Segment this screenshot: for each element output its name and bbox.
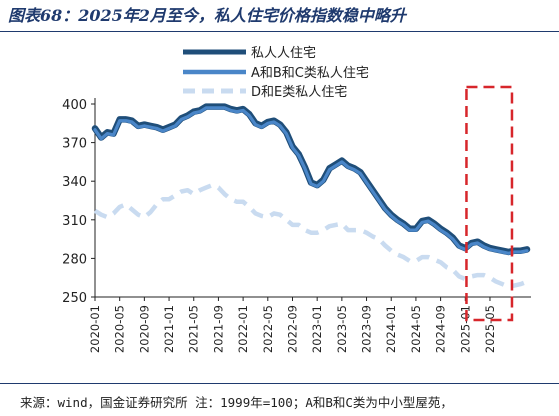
source-note: 来源：wind，国金证券研究所 注：1999年=100；A和B和C类为中小型屋苑… bbox=[20, 395, 453, 410]
series-line-abc bbox=[93, 106, 529, 255]
highlight-layer bbox=[465, 85, 514, 322]
line-chart: 250 280 310 340 370 400 2020-01 2020-05 2020-09… bbox=[62, 46, 531, 353]
x-tick-label: 2025-05 bbox=[483, 305, 497, 353]
y-tick-label: 280 bbox=[62, 252, 87, 267]
x-tick-label: 2025-01 bbox=[458, 305, 472, 353]
figure-title: 图表68：2025年2月至今，私人住宅价格指数稳中略升 bbox=[8, 6, 406, 25]
legend-label: D和E类私人住宅 bbox=[251, 85, 347, 100]
x-tick-label: 2022-09 bbox=[285, 305, 299, 353]
x-tick-label: 2021-09 bbox=[211, 305, 225, 353]
x-tick-label: 2023-01 bbox=[310, 305, 324, 353]
x-tick-label: 2024-09 bbox=[434, 305, 448, 353]
title-rule bbox=[0, 31, 559, 32]
y-tick-label: 340 bbox=[62, 175, 87, 190]
x-tick-label: 2020-05 bbox=[113, 305, 127, 353]
y-tick-label: 250 bbox=[62, 291, 87, 306]
legend: 私人人住宅 A和B和C类私人住宅 D和E类私人住宅 bbox=[183, 46, 369, 100]
x-tick-label: 2020-01 bbox=[88, 305, 102, 353]
series-line-de bbox=[93, 182, 528, 289]
x-tick-label: 2021-05 bbox=[187, 305, 201, 353]
x-tick-label: 2022-01 bbox=[236, 305, 250, 353]
x-tick-label: 2023-05 bbox=[335, 305, 349, 353]
x-tick-label: 2020-09 bbox=[137, 305, 151, 353]
x-tick-label: 2024-01 bbox=[384, 305, 398, 353]
x-tick-label: 2023-09 bbox=[360, 305, 374, 353]
y-tick-label: 400 bbox=[62, 98, 87, 113]
y-tick-label: 370 bbox=[62, 137, 87, 152]
x-tick-label: 2024-05 bbox=[409, 305, 423, 353]
y-axis: 250 280 310 340 370 400 bbox=[62, 98, 96, 306]
x-tick-label: 2021-01 bbox=[162, 305, 176, 353]
legend-label: A和B和C类私人住宅 bbox=[251, 66, 369, 81]
x-axis: 2020-01 2020-05 2020-09 2021-01 2021-05 2021-… bbox=[88, 296, 531, 353]
highlight-box bbox=[465, 85, 514, 322]
legend-label: 私人人住宅 bbox=[251, 46, 316, 61]
x-tick-label: 2022-05 bbox=[261, 305, 275, 353]
series-layer bbox=[91, 103, 531, 289]
y-tick-label: 310 bbox=[62, 214, 87, 229]
source-rule bbox=[0, 383, 559, 384]
